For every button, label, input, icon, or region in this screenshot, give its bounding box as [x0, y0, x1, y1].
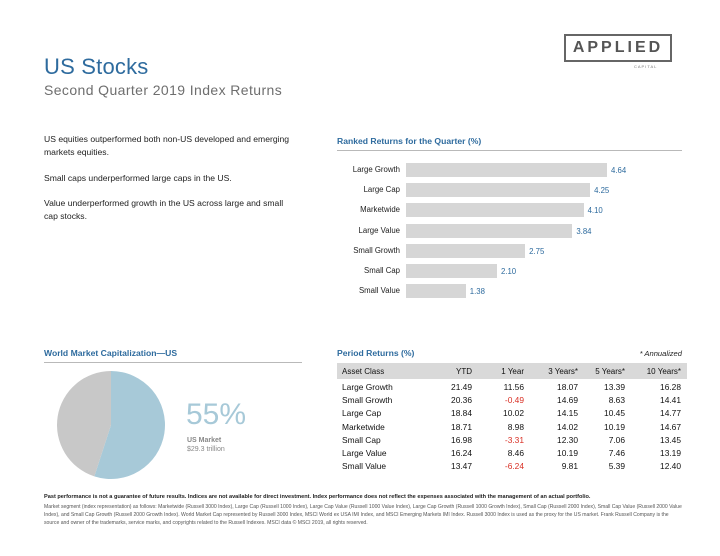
bar-label: Large Value [358, 225, 400, 235]
us-market-percent: 55% [186, 398, 247, 431]
world-market-pie [56, 371, 166, 479]
column-header: 10 Years* [646, 367, 681, 376]
table-cell: 12.40 [660, 461, 681, 472]
bar-value-label: 3.84 [576, 226, 592, 236]
annualized-note: * Annualized [639, 349, 682, 358]
bar-value-label: 1.38 [469, 287, 485, 297]
table-cell: 8.46 [507, 448, 524, 458]
bar-label: Marketwide [360, 205, 400, 215]
table-cell: 14.15 [557, 408, 578, 419]
table-cell: 5.39 [608, 461, 625, 472]
company-logo-subtext: CAPITAL [634, 64, 658, 69]
period-returns-title: Period Returns (%) [337, 348, 415, 358]
pie-slice-us [94, 371, 166, 479]
table-cell: 14.41 [660, 395, 681, 406]
table-header [337, 363, 687, 379]
row-label: Small Value [342, 461, 387, 472]
column-header: Asset Class [342, 367, 385, 376]
table-cell: 20.36 [451, 395, 472, 406]
row-label: Large Value [342, 448, 387, 458]
bullet-text: US equities outperformed both non-US dev… [44, 134, 290, 157]
bar-value-label: 2.10 [500, 267, 517, 276]
bar-value-label: 4.25 [594, 186, 610, 196]
page-subtitle: Second Quarter 2019 Index Returns [44, 82, 283, 98]
bar-marketwide [406, 203, 584, 218]
table-cell: 13.45 [660, 434, 681, 445]
table-cell: 11.56 [503, 382, 524, 392]
row-label: Small Growth [342, 395, 393, 406]
row-label: Small Cap [342, 434, 381, 445]
table-cell: -6.24 [504, 461, 524, 472]
bar-label: Large Cap [363, 185, 400, 195]
section-divider [44, 362, 302, 363]
row-label: Large Growth [342, 382, 393, 392]
table-cell: 16.24 [451, 448, 472, 458]
table-cell: -3.31 [504, 434, 524, 445]
bar-small-value [406, 284, 466, 299]
bar-value-label: 4.64 [611, 166, 627, 175]
us-market-value: $29.3 trillion [187, 446, 225, 453]
row-label: Marketwide [342, 421, 385, 432]
bar-large-cap [406, 183, 591, 198]
table-cell: 10.19 [604, 421, 625, 432]
bar-small-growth [406, 243, 526, 258]
table-cell: 7.06 [608, 434, 625, 445]
table-cell: 18.07 [557, 382, 578, 392]
table-cell: 13.39 [604, 382, 625, 392]
table-cell: 8.63 [608, 395, 625, 406]
table-cell: 12.30 [557, 434, 578, 445]
column-header: 1 Year [501, 367, 524, 376]
world-market-cap-title: World Market Capitalization—US [44, 348, 178, 358]
table-cell: -0.49 [504, 395, 524, 406]
company-logo: APPLIED [564, 34, 672, 62]
bar-label: Small Value [358, 286, 400, 296]
table-cell: 14.67 [660, 421, 681, 432]
table-cell: 10.02 [503, 408, 524, 419]
table-cell: 14.69 [557, 395, 578, 406]
table-cell: 16.98 [451, 434, 472, 445]
table-cell: 14.02 [557, 421, 578, 432]
us-market-label: US Market [187, 437, 222, 444]
table-cell: 16.28 [660, 382, 681, 392]
table-cell: 9.81 [561, 461, 578, 472]
bar-label: Small Cap [364, 266, 400, 275]
page-title: US Stocks [44, 54, 149, 79]
table-cell: 14.77 [660, 408, 681, 419]
pie-slice-rest [56, 371, 111, 477]
table-cell: 7.46 [608, 448, 625, 458]
section-divider [337, 150, 682, 151]
bullet-text: Small caps underperformed large caps in … [44, 173, 232, 183]
row-label: Large Cap [342, 408, 382, 419]
column-header: 5 Years* [595, 367, 625, 376]
bar-large-growth [406, 163, 607, 177]
table-cell: 18.71 [451, 421, 472, 432]
table-cell: 18.84 [451, 408, 472, 419]
disclaimer-text: Market segment (index representation) as… [44, 504, 682, 526]
disclaimer-bold: Past performance is not a guarantee of f… [44, 494, 591, 500]
bar-label: Large Growth [352, 165, 400, 174]
table-cell: 13.19 [660, 448, 681, 458]
table-cell: 13.47 [451, 461, 472, 472]
column-header: 3 Years* [548, 367, 578, 376]
table-cell: 10.45 [604, 408, 625, 419]
table-cell: 21.49 [451, 382, 472, 392]
bar-label: Small Growth [353, 245, 400, 255]
bar-large-value [406, 223, 573, 238]
column-header: YTD [456, 367, 472, 376]
bar-small-cap [406, 264, 497, 278]
bullet-text: Value underperformed growth in the US ac… [44, 198, 284, 221]
table-cell: 8.98 [507, 421, 524, 432]
bar-value-label: 2.75 [529, 246, 545, 256]
table-cell: 10.19 [557, 448, 578, 458]
bar-value-label: 4.10 [587, 206, 603, 216]
ranked-returns-title: Ranked Returns for the Quarter (%) [337, 136, 482, 146]
